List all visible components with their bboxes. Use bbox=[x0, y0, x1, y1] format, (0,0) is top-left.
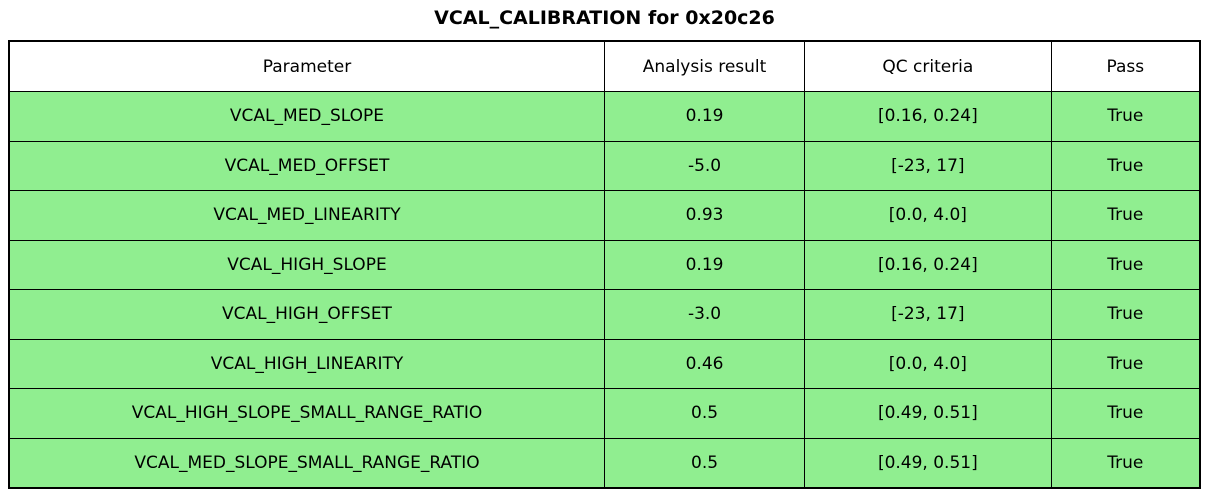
pass-cell: True bbox=[1050, 289, 1201, 340]
parameter-cell: VCAL_HIGH_LINEARITY bbox=[8, 338, 605, 389]
table-row: VCAL_HIGH_LINEARITY 0.46 [0.0, 4.0] True bbox=[8, 338, 1201, 389]
criteria-cell: [0.16, 0.24] bbox=[804, 91, 1052, 142]
result-cell: 0.19 bbox=[603, 91, 806, 142]
table-row: VCAL_HIGH_SLOPE_SMALL_RANGE_RATIO 0.5 [0… bbox=[8, 388, 1201, 439]
column-header-analysis-result: Analysis result bbox=[603, 40, 806, 92]
parameter-cell: VCAL_HIGH_OFFSET bbox=[8, 289, 605, 340]
pass-cell: True bbox=[1050, 190, 1201, 241]
criteria-cell: [-23, 17] bbox=[804, 140, 1052, 191]
criteria-cell: [0.49, 0.51] bbox=[804, 388, 1052, 439]
table-row: VCAL_MED_SLOPE_SMALL_RANGE_RATIO 0.5 [0.… bbox=[8, 437, 1201, 489]
result-cell: -3.0 bbox=[603, 289, 806, 340]
parameter-cell: VCAL_HIGH_SLOPE bbox=[8, 239, 605, 290]
result-cell: 0.93 bbox=[603, 190, 806, 241]
column-header-pass: Pass bbox=[1050, 40, 1201, 92]
result-cell: 0.46 bbox=[603, 338, 806, 389]
criteria-cell: [0.0, 4.0] bbox=[804, 190, 1052, 241]
pass-cell: True bbox=[1050, 140, 1201, 191]
parameter-cell: VCAL_MED_SLOPE bbox=[8, 91, 605, 142]
result-cell: 0.5 bbox=[603, 437, 806, 489]
header-row: Parameter Analysis result QC criteria Pa… bbox=[8, 40, 1201, 92]
table-row: VCAL_MED_SLOPE 0.19 [0.16, 0.24] True bbox=[8, 91, 1201, 142]
table-row: VCAL_MED_OFFSET -5.0 [-23, 17] True bbox=[8, 140, 1201, 191]
result-cell: -5.0 bbox=[603, 140, 806, 191]
result-cell: 0.5 bbox=[603, 388, 806, 439]
pass-cell: True bbox=[1050, 239, 1201, 290]
column-header-parameter: Parameter bbox=[8, 40, 605, 92]
criteria-cell: [0.0, 4.0] bbox=[804, 338, 1052, 389]
parameter-cell: VCAL_MED_SLOPE_SMALL_RANGE_RATIO bbox=[8, 437, 605, 489]
pass-cell: True bbox=[1050, 437, 1201, 489]
qc-results-table: Parameter Analysis result QC criteria Pa… bbox=[8, 40, 1201, 489]
parameter-cell: VCAL_HIGH_SLOPE_SMALL_RANGE_RATIO bbox=[8, 388, 605, 439]
parameter-cell: VCAL_MED_LINEARITY bbox=[8, 190, 605, 241]
table-row: VCAL_MED_LINEARITY 0.93 [0.0, 4.0] True bbox=[8, 190, 1201, 241]
table-header: Parameter Analysis result QC criteria Pa… bbox=[8, 40, 1201, 92]
pass-cell: True bbox=[1050, 338, 1201, 389]
result-cell: 0.19 bbox=[603, 239, 806, 290]
table-row: VCAL_HIGH_OFFSET -3.0 [-23, 17] True bbox=[8, 289, 1201, 340]
table-row: VCAL_HIGH_SLOPE 0.19 [0.16, 0.24] True bbox=[8, 239, 1201, 290]
figure-title: VCAL_CALIBRATION for 0x20c26 bbox=[434, 7, 775, 29]
parameter-cell: VCAL_MED_OFFSET bbox=[8, 140, 605, 191]
table-body: VCAL_MED_SLOPE 0.19 [0.16, 0.24] True VC… bbox=[8, 91, 1201, 489]
column-header-qc-criteria: QC criteria bbox=[804, 40, 1052, 92]
pass-cell: True bbox=[1050, 91, 1201, 142]
pass-cell: True bbox=[1050, 388, 1201, 439]
criteria-cell: [0.16, 0.24] bbox=[804, 239, 1052, 290]
criteria-cell: [0.49, 0.51] bbox=[804, 437, 1052, 489]
criteria-cell: [-23, 17] bbox=[804, 289, 1052, 340]
